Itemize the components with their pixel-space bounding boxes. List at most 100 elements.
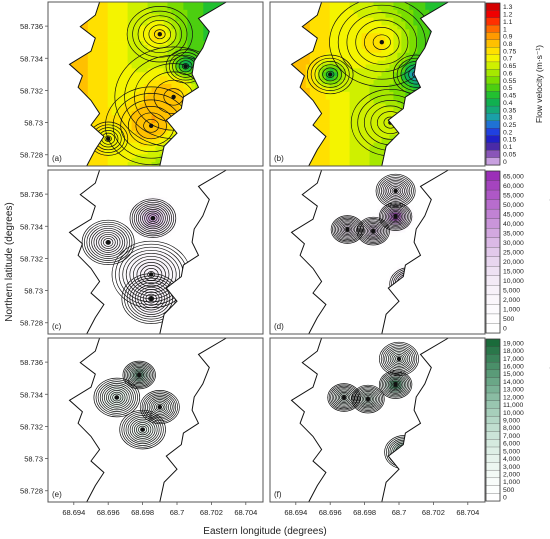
y-tick-label: 58.728: [20, 319, 43, 328]
colorbar-swatch: [485, 47, 501, 55]
panel-b: (b): [269, 1, 486, 167]
colorbar-swatch: [485, 493, 501, 502]
colorbar-swatch: [485, 423, 501, 433]
colorbar-swatch: [485, 76, 501, 85]
colorbar-tick-label: 11,000: [503, 402, 524, 409]
colorbar-tick-label: 2,000: [503, 472, 520, 479]
colorbar-swatch: [485, 369, 501, 379]
y-tick-label: 58.732: [20, 86, 43, 95]
colorbar-tick-label: 55,000: [503, 192, 524, 199]
panel-d: (d): [269, 169, 486, 335]
colorbar-swatch: [485, 377, 501, 386]
colorbar-tick-label: 0.25: [503, 122, 516, 129]
colorbar-tick-label: 5,000: [503, 288, 520, 295]
colorbar-swatch: [485, 237, 501, 248]
colorbar-swatch: [485, 313, 501, 324]
panel-a: (a) 58.736 58.734 58.732 58.73 58.728: [20, 1, 264, 167]
colorbar-tick-label: 15,000: [503, 371, 524, 378]
colorbar-swatch: [485, 61, 501, 70]
y-tick-label: 58.734: [20, 54, 43, 63]
colorbar-swatch: [485, 415, 501, 425]
panel-c: (c) 58.736 58.734 58.732 58.73 58.728: [20, 169, 264, 335]
colorbar-swatch: [485, 189, 501, 201]
colorbar-tick-label: 0.45: [503, 93, 516, 100]
colorbar-swatch: [485, 285, 501, 296]
colorbar-swatch: [485, 477, 501, 487]
colorbar-tick-label: 0: [503, 159, 507, 166]
colorbar-tick-label: 25,000: [503, 250, 524, 257]
x-tick-label: 68.702: [200, 508, 223, 517]
colorbar-swatch: [485, 120, 501, 129]
colorbar-swatch: [485, 83, 501, 92]
x-tick-label: 68.7: [392, 508, 407, 517]
colorbar-tick-label: 0.75: [503, 48, 516, 55]
colorbar-swatch: [485, 199, 501, 210]
colorbar-tick-label: 0.8: [503, 41, 513, 48]
colorbar-tick-label: 1,000: [503, 479, 520, 486]
colorbar-tick-label: 0.3: [503, 115, 513, 122]
right-shoreline: [159, 169, 227, 335]
x-tick-label: 68.704: [456, 508, 479, 517]
colorbar-swatch: [485, 17, 501, 26]
contour-lines: [93, 360, 180, 450]
colorbar-tick-label: 0.1: [503, 144, 513, 151]
colorbar-tick-label: 0.55: [503, 78, 516, 85]
y-tick-label: 58.736: [20, 22, 43, 31]
left-shoreline: [290, 169, 327, 335]
panel-frame: [269, 169, 486, 335]
panel-frame: [269, 337, 486, 503]
colorbar-tick-label: 6,000: [503, 441, 520, 448]
colorbar-swatch: [485, 485, 501, 494]
x-axis-label: Eastern longitude (degrees): [203, 526, 326, 537]
panel-label: (a): [52, 154, 62, 163]
colorbar-tick-label: 19,000: [503, 340, 524, 347]
colorbar-swatch: [485, 150, 501, 159]
panel-label: (f): [274, 490, 282, 499]
colorbar-tick-label: 40,000: [503, 221, 524, 228]
right-shoreline: [381, 337, 449, 503]
colorbar-swatch: [485, 431, 501, 440]
colorbar-swatch: [485, 128, 501, 136]
x-tick-label: 68.702: [422, 508, 445, 517]
colorbar-swatch: [485, 170, 501, 181]
panel-label: (c): [52, 322, 62, 331]
contour-lines: [327, 341, 425, 470]
colorbar-tick-label: 20,000: [503, 259, 524, 266]
colorbar-fish2: 19,00018,00017,00016,00015,00014,00013,0…: [485, 338, 550, 502]
colorbar-swatch: [485, 338, 501, 348]
colorbar-swatch: [485, 54, 501, 63]
colorbar-tick-label: 1: [503, 26, 507, 33]
colorbar-tick-label: 0.35: [503, 107, 516, 114]
colorbar-tick-label: 0: [503, 495, 507, 502]
x-tick-label: 68.698: [353, 508, 376, 517]
colorbar-tick-label: 17,000: [503, 356, 524, 363]
colorbar-tick-label: 0.9: [503, 34, 513, 41]
colorbar-tick-label: 0.15: [503, 137, 516, 144]
y-tick-label: 58.732: [20, 254, 43, 263]
panel-label: (d): [274, 322, 284, 331]
colorbar-swatch: [485, 157, 501, 166]
left-shoreline: [68, 1, 105, 167]
colorbar-swatch: [485, 105, 501, 114]
colorbar-swatch: [485, 135, 501, 144]
colorbar-swatch: [485, 24, 501, 33]
colorbar-swatch: [485, 256, 501, 267]
colorbar-swatch: [485, 91, 501, 100]
y-tick-label: 58.73: [24, 455, 43, 464]
colorbar-tick-label: 0: [503, 326, 507, 333]
panel-frame: [47, 1, 264, 167]
colorbar-tick-label: 0.7: [503, 56, 513, 63]
right-shoreline: [381, 1, 449, 167]
left-shoreline: [68, 169, 105, 335]
colorbar-swatch: [485, 2, 501, 11]
y-tick-label: 58.736: [20, 190, 43, 199]
colorbar-title: Fish density (individuals·ha⁻¹): [548, 196, 550, 309]
colorbar-tick-label: 1.3: [503, 4, 513, 11]
colorbar-swatch: [485, 247, 501, 258]
colorbar-swatch: [485, 218, 501, 229]
colorbar-tick-label: 9,000: [503, 418, 520, 425]
colorbar-swatch: [485, 142, 501, 151]
colorbar-swatch: [485, 385, 501, 394]
panel-label: (e): [52, 490, 62, 499]
